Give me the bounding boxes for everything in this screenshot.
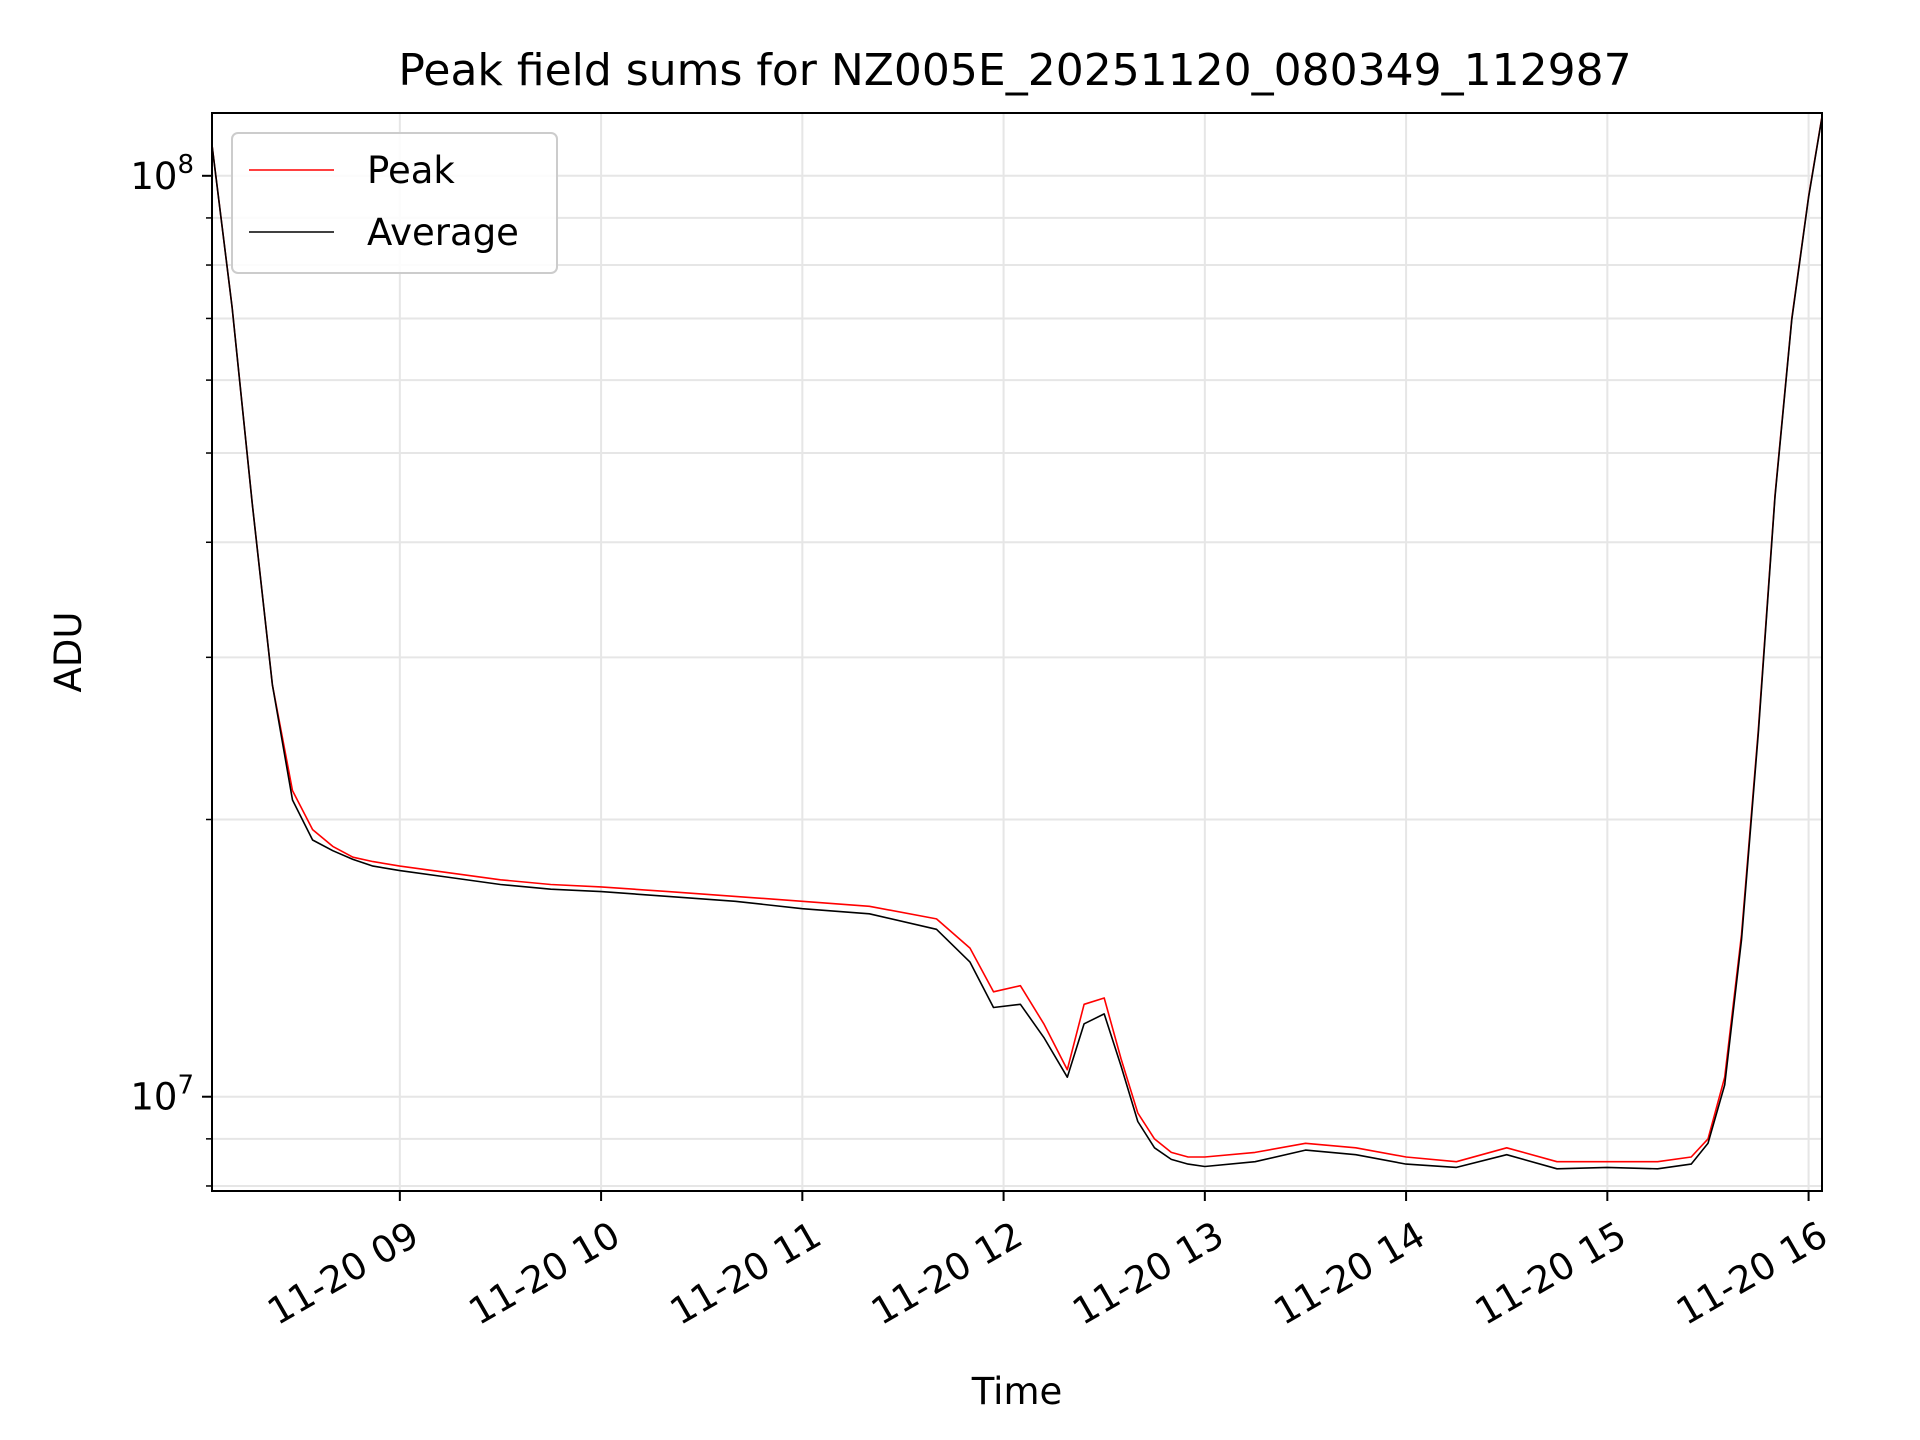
grid-lines xyxy=(212,113,1822,1191)
legend-label-average: Average xyxy=(367,211,519,254)
series-lines xyxy=(212,116,1822,1170)
legend: Peak Average xyxy=(231,132,558,274)
series-line-average xyxy=(212,116,1822,1170)
legend-label-peak: Peak xyxy=(367,149,455,192)
y-tick-label: 108 xyxy=(130,150,194,198)
series-line-peak xyxy=(212,116,1822,1163)
y-tick-label: 107 xyxy=(130,1071,194,1119)
chart-title: Peak field sums for NZ005E_20251120_0803… xyxy=(398,45,1631,96)
legend-box xyxy=(231,132,558,274)
y-axis-ticks: 107 108 xyxy=(130,150,212,1187)
x-axis-label: Time xyxy=(971,1370,1063,1413)
y-axis-label: ADU xyxy=(47,612,90,693)
plot-frame xyxy=(211,112,1823,1192)
